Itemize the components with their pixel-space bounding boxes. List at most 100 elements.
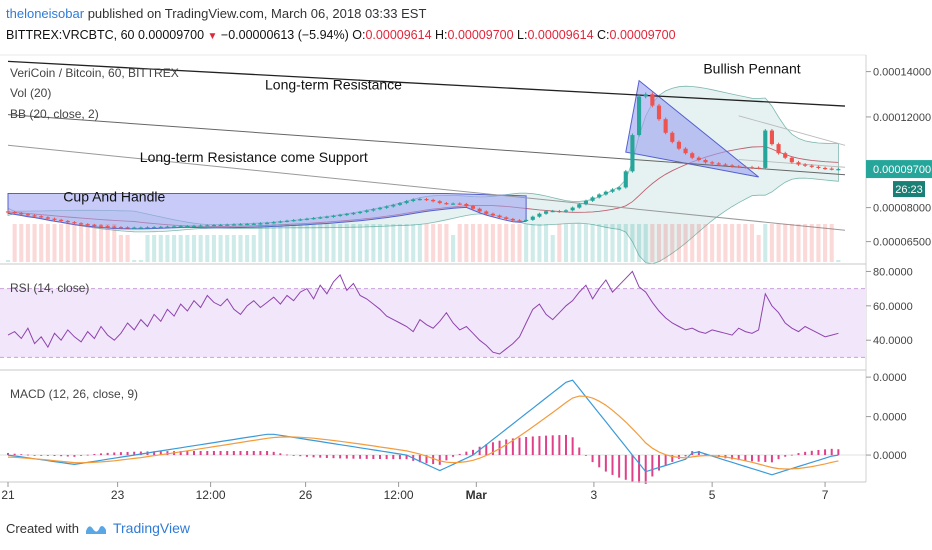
candle-body [537,213,542,217]
macd-histogram-bar [119,452,122,456]
candle-body [318,217,323,219]
candle-body [364,210,369,212]
volume-bar [637,224,642,262]
volume-bar [165,235,170,262]
macd-histogram-bar [252,451,255,456]
macd-histogram-bar [751,455,753,462]
macd-histogram-bar [219,451,222,456]
candle-body [457,203,462,205]
macd-histogram-bar [438,455,441,465]
volume-bar [12,224,17,262]
tradingview-brand-link[interactable]: TradingView [112,520,191,536]
candle-body [52,218,57,220]
volume-bar [371,224,376,262]
candle-body [504,217,509,219]
macd-histogram-bar [226,451,229,456]
volume-bar [670,224,675,262]
macd-histogram-bar [80,455,83,456]
volume-bar [245,235,250,262]
macd-histogram-bar [465,451,468,456]
candle-body [570,207,575,211]
candle-body [563,210,569,212]
signal-line [7,395,839,470]
volume-bar [384,224,389,262]
volume-bar [284,224,290,262]
volume-bar [836,260,841,262]
macd-histogram-bar [684,455,687,457]
volume-bar [484,224,489,262]
volume-bar [331,224,336,262]
volume-bar [211,235,216,262]
volume-bar [510,224,515,262]
chart-svg[interactable]: VeriCoin / Bitcoin, 60, BITTREX Vol (20)… [0,50,932,510]
close-value: 0.00009700 [609,28,676,42]
symbol-ohlc-line: BITTREX:VRCBTC, 60 0.00009700 ▼ −0.00000… [6,28,676,42]
macd-histogram-bar [452,455,455,457]
macd-histogram-bar [73,455,76,457]
volume-bar [464,224,469,262]
volume-bar [25,224,30,262]
time-axis[interactable]: 21 23 12:00 26 12:00 Mar 3 5 7 [1,482,829,502]
volume-bar [743,224,748,262]
volume-bar [105,224,110,262]
macd-histogram-bar [153,451,156,456]
macd-histogram-bar [246,451,249,456]
volume-bar [172,235,177,262]
candle-body [676,141,681,149]
volume-bar [205,235,210,262]
candle-body [19,213,24,215]
candle-body [291,220,296,222]
close-label: C: [597,28,610,42]
candle-body [736,166,741,168]
macd-histogram-bar [784,455,787,457]
volume-bar [809,224,814,262]
macd-histogram-bar [551,435,554,456]
chart-area[interactable]: VeriCoin / Bitcoin, 60, BITTREX Vol (20)… [0,50,932,510]
volume-bar [85,224,90,262]
macd-histogram-bar [498,440,501,456]
price-tick-label: 0.00012000 [873,112,931,124]
candle-body [464,203,469,207]
volume-bar [603,224,608,262]
macd-histogram-bar [279,453,282,456]
volume-bar [656,224,662,262]
macd-histogram-bar [126,451,129,456]
rsi-line [7,270,839,355]
volume-bar [451,235,456,262]
macd-histogram-bar [332,455,335,459]
macd-histogram-bar [385,455,388,460]
candle-body [338,214,343,217]
volume-bar [457,224,462,262]
volume-bar [550,235,555,262]
candle-body [245,223,250,226]
volume-bar [411,224,416,262]
volume-bar [530,224,535,262]
candle-body [783,153,788,158]
candle-body [5,211,11,213]
candle-body [125,227,130,229]
macd-histogram-bar [545,435,548,456]
candle-body [683,148,688,154]
candle-body [72,222,77,224]
volume-bar [769,224,774,262]
volume-bar [676,224,681,262]
candle-body [603,191,608,195]
volume-bar [298,224,303,262]
rsi-pane[interactable]: RSI (14, close) 80.0000 60.0000 40.0000 [0,266,913,358]
candle-body [358,211,363,214]
author-link[interactable]: theloneisobar [6,6,85,21]
volume-bar [643,224,648,262]
macd-histogram-bar [731,455,734,460]
volume-bar [710,224,715,262]
macd-histogram-bar [505,439,508,456]
price-pane[interactable]: VeriCoin / Bitcoin, 60, BITTREX Vol (20)… [0,54,932,482]
candle-body [710,162,715,164]
macd-pane[interactable]: MACD (12, 26, close, 9) 0.0000 0.0000 0.00… [0,372,907,484]
macd-histogram-bar [106,452,109,456]
macd-histogram-bar [212,451,215,456]
volume-bar [789,224,794,262]
macd-histogram-bar [538,436,541,456]
volume-bar [650,224,655,262]
macd-histogram-bar [697,451,700,456]
rsi-band [0,288,866,358]
